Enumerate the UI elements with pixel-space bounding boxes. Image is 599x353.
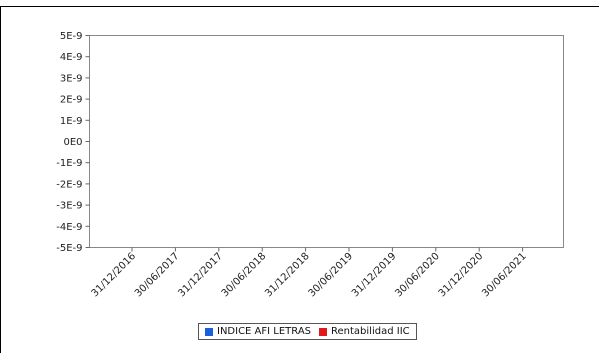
y-axis: 5E-9 4E-9 3E-9 2E-9 1E-9 0E0 -1E-9 -2E-9 -3E-9 -4… <box>56 31 90 254</box>
x-tick-label: 31/12/2018 <box>263 251 312 300</box>
x-tick-label: 31/12/2019 <box>350 251 399 300</box>
y-tick-label: -1E-9 <box>56 158 82 169</box>
y-tick-label: 5E-9 <box>60 31 83 42</box>
plot-area <box>89 35 564 248</box>
x-tick-label: 30/06/2018 <box>220 251 269 300</box>
legend-swatch-indice-afi-letras <box>205 327 213 336</box>
y-tick-label: 3E-9 <box>60 73 83 84</box>
legend-item-indice-afi-letras: INDICE AFI LETRAS <box>205 326 311 337</box>
legend-item-rentabilidad-iic: Rentabilidad IIC <box>319 326 410 337</box>
y-tick-label: 1E-9 <box>60 116 83 127</box>
legend-label-indice-afi-letras: INDICE AFI LETRAS <box>217 326 312 337</box>
y-tick-label: -3E-9 <box>56 201 82 212</box>
x-tick-label: 30/06/2020 <box>393 251 442 300</box>
x-tick-label: 30/06/2021 <box>480 251 529 300</box>
y-tick-label: 0E0 <box>63 137 82 148</box>
x-tick-label: 31/12/2016 <box>90 251 139 300</box>
x-tick-label: 30/06/2017 <box>133 251 182 300</box>
legend: INDICE AFI LETRAS Rentabilidad IIC <box>198 323 417 340</box>
y-tick-label: -2E-9 <box>56 179 82 190</box>
x-tick-label: 30/06/2019 <box>307 251 356 300</box>
y-tick-label: -5E-9 <box>56 243 82 254</box>
x-axis: 31/12/201630/06/201731/12/201730/06/2018… <box>90 247 529 300</box>
x-tick-label: 31/12/2020 <box>437 251 486 300</box>
y-tick-label: -4E-9 <box>56 222 82 233</box>
y-tick-label: 2E-9 <box>60 95 83 106</box>
legend-label-rentabilidad-iic: Rentabilidad IIC <box>331 326 410 337</box>
x-tick-label: 31/12/2017 <box>176 251 225 300</box>
legend-swatch-rentabilidad-iic <box>319 327 328 336</box>
y-tick-label: 4E-9 <box>60 52 83 63</box>
